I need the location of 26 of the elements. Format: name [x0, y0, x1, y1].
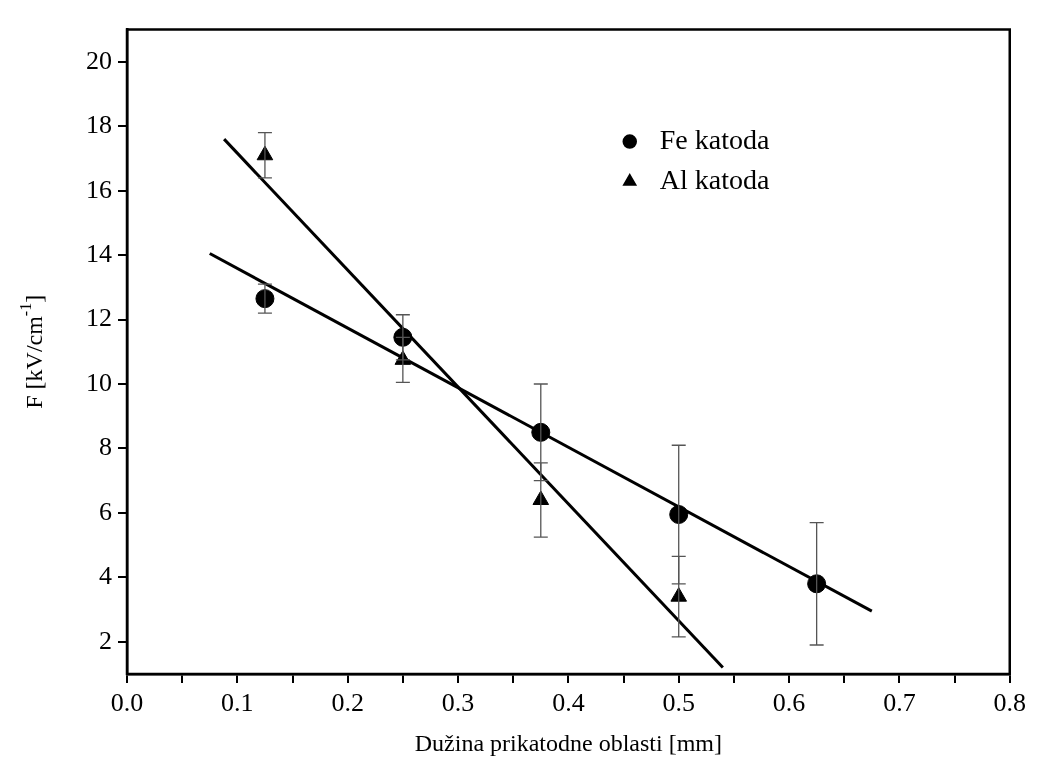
x-axis-title: Dužina prikatodne oblasti [mm] — [414, 729, 723, 756]
legend-label: Al katoda — [659, 163, 770, 195]
y-tick-label: 6 — [99, 496, 112, 526]
x-tick-label: 0.1 — [221, 688, 254, 718]
x-tick-label: 0.4 — [552, 688, 585, 718]
y-tick-label: 2 — [99, 625, 112, 655]
x-tick-label: 0.6 — [772, 688, 806, 718]
point — [669, 505, 689, 525]
y-tick-label: 14 — [86, 238, 112, 268]
legend-label: Fe katoda — [659, 123, 770, 155]
y-tick-label: 4 — [99, 561, 112, 591]
x-tick-label: 0.5 — [662, 688, 695, 718]
x-tick-label: 0.3 — [441, 688, 475, 718]
y-tick-label: 18 — [86, 110, 112, 140]
y-tick-label: 16 — [86, 174, 112, 204]
x-tick-label: 0.2 — [331, 688, 364, 718]
y-tick-label: 12 — [86, 303, 112, 333]
x-tick-label: 0.7 — [883, 688, 916, 718]
x-tick-label: 0.0 — [110, 688, 144, 718]
y-axis-title: F [kV/cm-1] — [17, 294, 48, 409]
y-tick-label: 8 — [99, 432, 112, 462]
x-tick-label: 0.8 — [993, 688, 1026, 718]
y-tick-label: 20 — [86, 45, 112, 75]
point — [807, 574, 827, 594]
y-tick-label: 10 — [86, 367, 112, 397]
point — [531, 422, 551, 442]
